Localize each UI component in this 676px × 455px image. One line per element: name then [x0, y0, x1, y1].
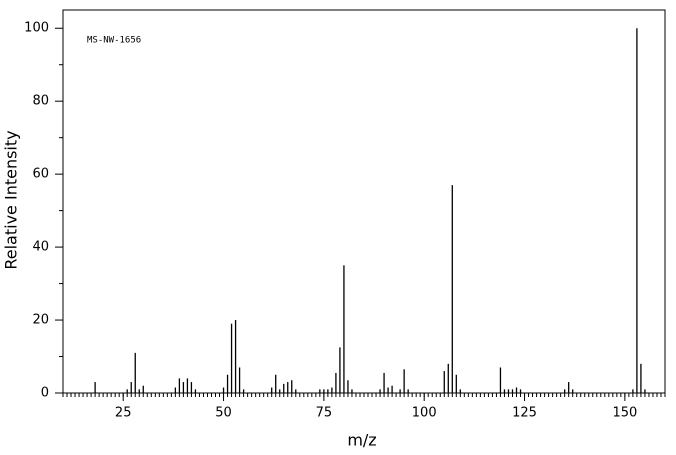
x-tick-label: 75	[316, 406, 333, 421]
y-tick-label: 100	[24, 21, 49, 36]
plot-frame	[62, 9, 666, 394]
y-tick-label: 0	[41, 386, 49, 401]
x-tick-label: 50	[215, 406, 232, 421]
x-tick-label: 100	[412, 406, 437, 421]
y-tick-label: 60	[32, 167, 49, 182]
annotation: MS-NW-1656	[87, 36, 141, 46]
y-tick-label: 40	[32, 240, 49, 255]
x-axis-label: m/z	[347, 431, 376, 450]
y-tick-label: 80	[32, 94, 49, 109]
x-tick-label: 150	[612, 406, 637, 421]
y-axis-label: Relative Intensity	[2, 130, 21, 269]
y-tick-label: 20	[32, 313, 49, 328]
x-tick-label: 125	[512, 406, 537, 421]
x-tick-label: 25	[115, 406, 132, 421]
